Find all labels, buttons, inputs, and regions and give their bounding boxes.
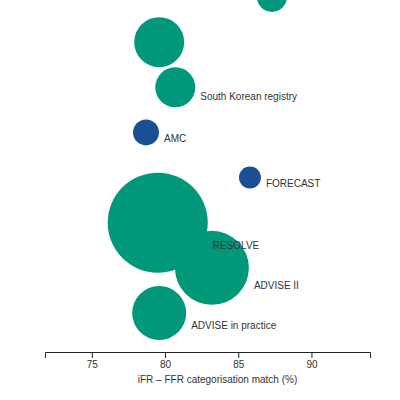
chart: South Korean registry AMC FORECAST RESOLVE A… [0,0,400,400]
x-tick-label: 90 [306,359,318,370]
bubble [133,119,159,145]
x-tick: 85 [233,352,245,370]
bubble-label: AMC [164,133,186,144]
bubble-label: ADVISE in practice [191,320,276,331]
x-tick-label: 85 [233,359,245,370]
x-tick: 90 [306,352,318,370]
bubble-label: South Korean registry [200,91,297,102]
bubble [155,67,195,107]
bubble [257,0,287,12]
bubble [134,17,184,67]
bubble [239,167,261,189]
bubble-label: ADVISE II [254,280,299,291]
bubble [132,286,186,340]
bubble-label: RESOLVE [213,240,260,251]
x-axis-title: iFR – FFR categorisation match (%) [138,374,298,385]
x-tick-label: 75 [87,359,99,370]
x-tick-mark [165,352,166,358]
x-tick-label: 80 [160,359,172,370]
bubble-labels: South Korean registry AMC FORECAST RESOLVE A… [164,91,320,331]
x-tick-mark [238,352,239,358]
x-axis: 75 80 85 90 [46,352,371,370]
bubble-label: FORECAST [266,178,320,189]
x-axis-line [46,353,371,359]
x-tick: 75 [87,352,99,370]
x-tick: 80 [160,352,172,370]
x-tick-mark [92,352,93,358]
x-tick-mark [311,352,312,358]
